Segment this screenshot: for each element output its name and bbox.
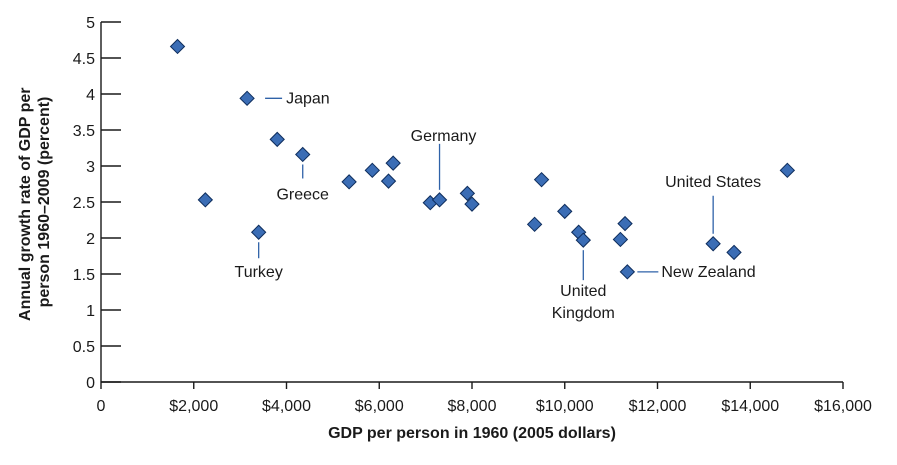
- x-tick-label: $6,000: [355, 398, 404, 415]
- x-tick-label: $14,000: [721, 398, 779, 415]
- data-point: [269, 131, 285, 148]
- label-united-kingdom-line: United: [560, 283, 606, 300]
- x-tick-label: $16,000: [814, 398, 872, 415]
- x-tick-label: $12,000: [629, 398, 687, 415]
- data-point: [169, 38, 186, 55]
- data-point: [250, 224, 267, 240]
- data-point: [533, 171, 550, 188]
- y-axis-title-line-2: person 1960–2009 (percent): [36, 97, 53, 308]
- label-germany: Germany: [411, 128, 477, 145]
- label-greece: Greece: [276, 186, 329, 203]
- label-united-kingdom-line: Kingdom: [552, 305, 615, 322]
- y-tick-label: 4: [86, 87, 95, 104]
- point-annotations: Japan Turkey Greece Germany United Kingdom New…: [235, 90, 762, 322]
- data-point: [617, 215, 633, 232]
- data-point: [295, 146, 311, 163]
- y-tick-label: 1: [86, 303, 95, 320]
- y-tick-label: 3.5: [73, 123, 95, 140]
- data-point: [705, 236, 721, 252]
- x-axis-title: GDP per person in 1960 (2005 dollars): [328, 425, 616, 442]
- data-point: [575, 232, 592, 248]
- data-point: [239, 90, 255, 107]
- data-points: [169, 38, 796, 280]
- x-tick-label: $4,000: [262, 398, 311, 415]
- data-point: [526, 216, 543, 233]
- label-turkey: Turkey: [235, 264, 283, 281]
- data-point: [197, 192, 214, 208]
- y-tick-label: 2.5: [73, 195, 95, 212]
- data-point: [619, 264, 636, 280]
- x-tick-label: 0: [97, 398, 106, 415]
- x-tick-label: $10,000: [536, 398, 594, 415]
- y-axis-title-line-1: Annual growth rate of GDP per: [17, 87, 34, 321]
- label-new-zealand: New Zealand: [661, 264, 755, 281]
- y-axis-title: Annual growth rate of GDP per person 196…: [17, 83, 53, 321]
- x-ticks: 0 $2,000 $4,000 $6,000 $8,000 $10,000 $12,000 $…: [97, 382, 872, 415]
- data-point: [341, 174, 357, 190]
- label-united-states: United States: [665, 174, 761, 191]
- data-point: [385, 155, 401, 171]
- data-point: [380, 173, 397, 189]
- y-tick-label: 0.5: [73, 339, 95, 356]
- data-point: [612, 231, 629, 248]
- y-tick-label: 1.5: [73, 267, 95, 284]
- data-point: [779, 162, 796, 179]
- y-tick-label: 5: [86, 15, 95, 32]
- data-point: [464, 196, 480, 212]
- x-tick-label: $8,000: [448, 398, 497, 415]
- x-tick-label: $2,000: [169, 398, 218, 415]
- y-tick-label: 0: [86, 375, 95, 392]
- y-ticks: 0 0.5 1 1.5 2 2.5 3 3.5 4 4.5 5: [73, 15, 121, 392]
- y-tick-label: 4.5: [73, 51, 95, 68]
- label-united-kingdom: United Kingdom: [552, 283, 615, 322]
- data-point: [726, 244, 742, 261]
- label-japan: Japan: [286, 90, 330, 107]
- annotation-leaders: [258, 97, 714, 281]
- data-point: [431, 192, 448, 208]
- data-point: [459, 185, 476, 202]
- data-point: [364, 162, 381, 179]
- y-tick-label: 3: [86, 159, 95, 176]
- data-point: [557, 203, 573, 220]
- y-tick-label: 2: [86, 231, 95, 248]
